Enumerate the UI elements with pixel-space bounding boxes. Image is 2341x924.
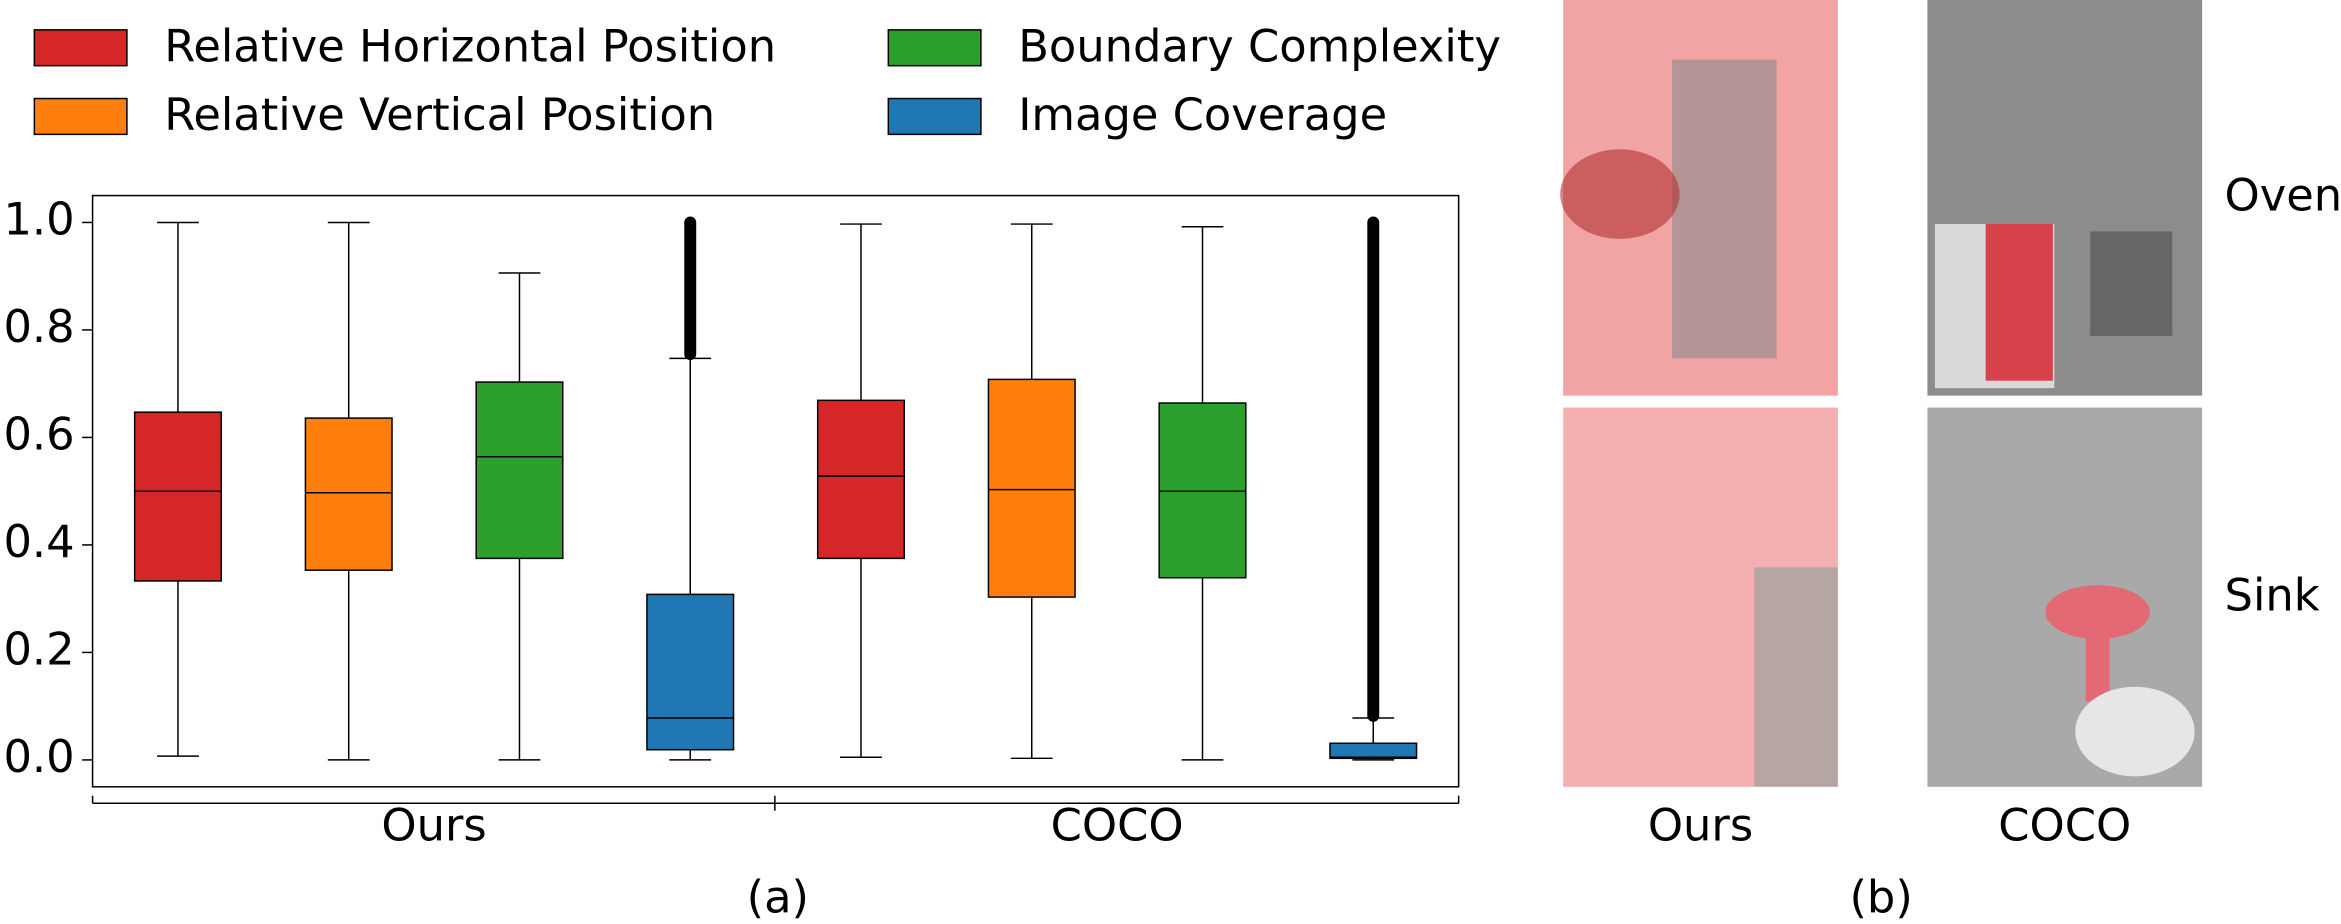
legend-label: Relative Vertical Position <box>164 88 715 141</box>
photo-object <box>1560 149 1680 239</box>
plot-frame <box>91 194 1460 788</box>
y-tick-label: 1.0 <box>3 192 74 245</box>
photo-object <box>2045 585 2150 639</box>
row-label: Sink <box>2225 569 2320 622</box>
legend-swatch <box>33 29 128 67</box>
box <box>304 417 393 571</box>
legend-label: Boundary Complexity <box>1018 19 1501 72</box>
y-tick-label: 0.4 <box>3 515 74 568</box>
box <box>646 593 735 751</box>
photo-object <box>1754 567 1838 787</box>
legend-swatch <box>33 97 128 136</box>
caption: (a) <box>747 870 809 923</box>
column-label: Ours <box>1648 799 1753 852</box>
y-tick-label: 0.2 <box>3 622 74 675</box>
legend-swatch <box>887 97 982 136</box>
photo-object <box>2090 231 2173 336</box>
box <box>475 381 564 560</box>
photo-object <box>2085 627 2110 702</box>
legend-label: Image Coverage <box>1018 88 1387 141</box>
legend-swatch <box>887 29 982 67</box>
box <box>1158 402 1247 579</box>
x-group-label: COCO <box>1051 799 1184 852</box>
photo-object <box>1985 223 2053 381</box>
row-label: Oven <box>2225 169 2341 222</box>
y-tick-label: 0.8 <box>3 300 74 353</box>
y-tick-label: 0.6 <box>3 407 74 460</box>
y-tick-label: 0.0 <box>3 730 74 783</box>
box <box>987 378 1076 598</box>
box <box>133 411 222 582</box>
x-group-label: Ours <box>381 799 486 852</box>
box <box>816 399 906 560</box>
column-label: COCO <box>1998 799 2131 852</box>
photo-object <box>1672 59 1777 359</box>
photo-object <box>2075 686 2195 777</box>
box <box>1329 742 1418 760</box>
caption: (b) <box>1849 870 1912 923</box>
legend-label: Relative Horizontal Position <box>164 19 776 72</box>
